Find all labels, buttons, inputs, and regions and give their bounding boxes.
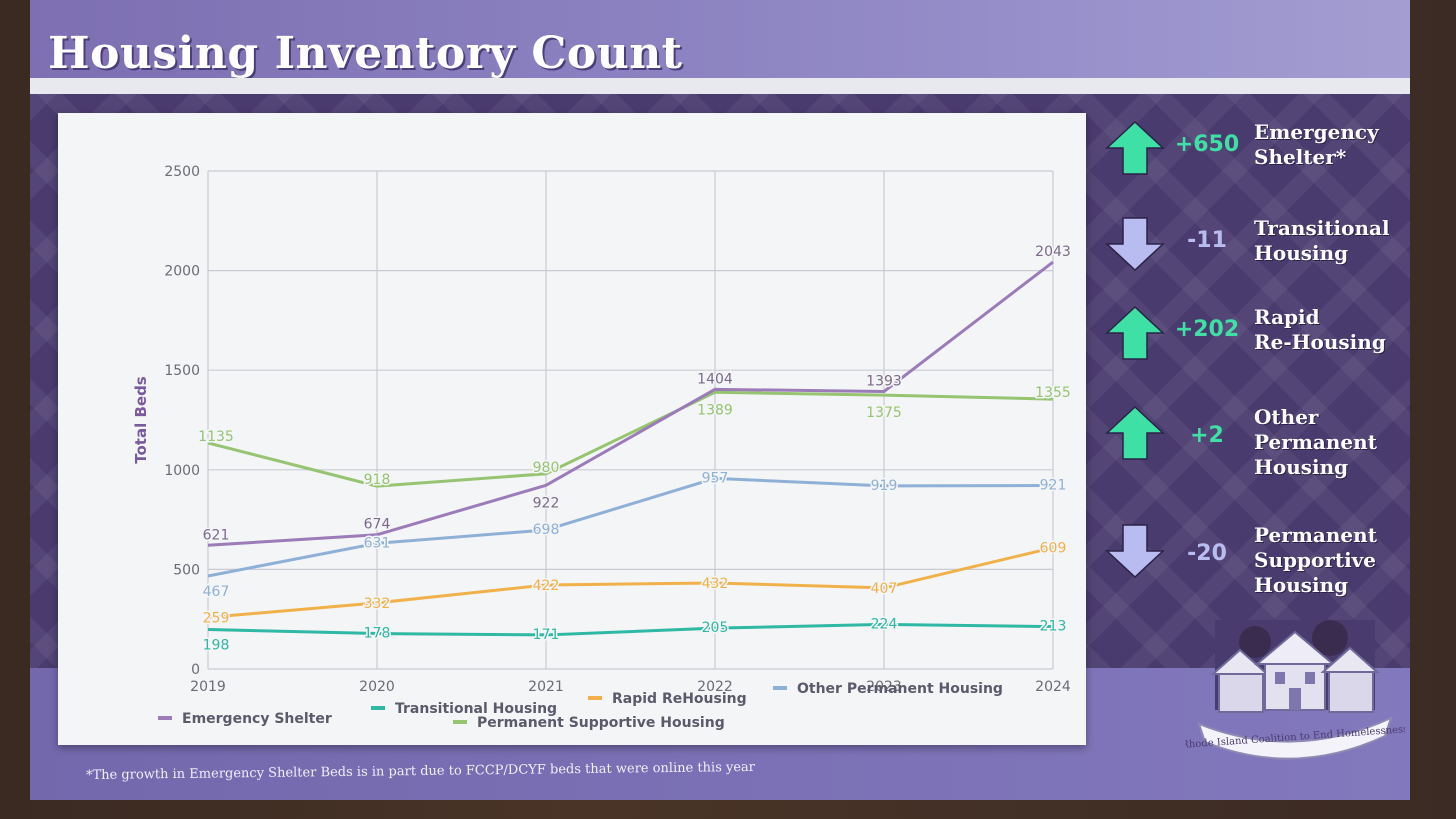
stat-item: +2 Other Permanent Housing xyxy=(1105,405,1405,485)
x-tick-label: 2022 xyxy=(697,679,733,695)
data-label: 921 xyxy=(1040,478,1067,494)
stat-change-value: +202 xyxy=(1174,317,1240,342)
data-label: 631 xyxy=(364,535,391,551)
data-label: 1375 xyxy=(866,405,902,421)
stat-label-line: Permanent xyxy=(1254,523,1377,547)
data-label: 674 xyxy=(364,517,391,533)
series-line xyxy=(207,476,1054,578)
chart-card: 0 500 1000 1500 2000 2500 2019 2020 2021 2022 2023… xyxy=(58,113,1086,745)
data-label: 621 xyxy=(203,527,230,543)
line-chart: 0 500 1000 1500 2000 2500 2019 2020 2021 2022 2023… xyxy=(132,164,1072,731)
stat-item: -11 Transitional Housing xyxy=(1105,216,1405,296)
x-tick-label: 2023 xyxy=(866,679,902,695)
arrow-up-icon xyxy=(1105,305,1165,360)
data-label: 1135 xyxy=(198,429,234,445)
data-label: 205 xyxy=(702,620,729,636)
y-tick-label: 0 xyxy=(191,662,200,678)
stat-label-line: Rapid xyxy=(1254,305,1320,329)
data-label: 919 xyxy=(871,478,898,494)
x-tick-label: 2019 xyxy=(190,679,226,695)
change-summary-panel: +650 Emergency Shelter* -11 Transitional Hous… xyxy=(1105,100,1405,660)
stat-category-label: Rapid Re-Housing xyxy=(1254,305,1404,355)
stat-change-value: -11 xyxy=(1187,228,1227,253)
data-label: 1393 xyxy=(866,374,902,390)
stat-category-label: Permanent Supportive Housing xyxy=(1254,523,1404,598)
data-label: 609 xyxy=(1040,541,1067,557)
data-label: 432 xyxy=(702,576,729,592)
stat-item: -20 Permanent Supportive Housing xyxy=(1105,523,1405,603)
x-tick-label: 2021 xyxy=(528,679,564,695)
stat-label-line: Shelter* xyxy=(1254,145,1347,169)
data-label: 1355 xyxy=(1035,385,1071,401)
data-label: 1404 xyxy=(697,371,733,387)
stat-item: +650 Emergency Shelter* xyxy=(1105,120,1405,200)
stat-label-line: Emergency xyxy=(1254,120,1379,144)
stat-category-label: Other Permanent Housing xyxy=(1254,405,1404,480)
series-line xyxy=(207,546,1054,619)
data-label: 980 xyxy=(533,460,560,476)
stat-label-line: Other xyxy=(1254,405,1319,429)
data-label: 224 xyxy=(871,616,898,632)
legend-entry: Transitional Housing xyxy=(395,701,557,717)
stat-label-line: Re-Housing xyxy=(1254,330,1386,354)
series-line xyxy=(207,390,1054,488)
legend-entry: Other Permanent Housing xyxy=(797,681,1003,697)
stat-item: +202 Rapid Re-Housing xyxy=(1105,305,1405,385)
stat-change-value: +650 xyxy=(1174,132,1240,157)
y-tick-label: 2000 xyxy=(164,264,200,280)
data-label: 922 xyxy=(533,495,560,511)
title-divider xyxy=(30,78,1410,94)
data-label: 698 xyxy=(533,522,560,538)
stat-label-line: Housing xyxy=(1254,241,1349,265)
data-label: 422 xyxy=(533,578,560,594)
arrow-up-icon xyxy=(1105,120,1165,175)
series-line xyxy=(207,260,1054,547)
x-tick-label: 2020 xyxy=(359,679,395,695)
data-label: 407 xyxy=(871,581,898,597)
legend-entry: Permanent Supportive Housing xyxy=(477,715,725,731)
data-label: 332 xyxy=(364,596,391,612)
arrow-down-icon xyxy=(1105,217,1165,272)
stat-label-line: Housing xyxy=(1254,573,1349,597)
data-label: 198 xyxy=(203,638,230,654)
data-label: 259 xyxy=(203,610,230,626)
data-label: 1389 xyxy=(697,402,733,418)
y-tick-label: 500 xyxy=(173,562,200,578)
data-label: 918 xyxy=(364,472,391,488)
data-label: 171 xyxy=(533,627,560,643)
stat-label-line: Permanent xyxy=(1254,430,1377,454)
coalition-logo: Rhode Island Coalition to End Homelessne… xyxy=(1181,612,1409,762)
presentation-slide: Housing Inventory Count *The growth in E… xyxy=(30,0,1410,800)
data-label: 957 xyxy=(702,470,729,486)
legend-entry: Rapid ReHousing xyxy=(612,691,747,707)
stat-label-line: Supportive xyxy=(1254,548,1377,572)
y-axis-label: Total Beds xyxy=(132,376,150,464)
stat-label-line: Transitional xyxy=(1254,216,1390,240)
arrow-up-icon xyxy=(1105,405,1165,460)
arrow-down-icon xyxy=(1105,524,1165,579)
data-label: 213 xyxy=(1040,619,1067,635)
legend-entry: Emergency Shelter xyxy=(182,711,332,727)
data-label: 178 xyxy=(364,626,391,642)
y-tick-label: 1000 xyxy=(164,463,200,479)
stat-category-label: Emergency Shelter* xyxy=(1254,120,1404,170)
series-line xyxy=(207,622,1054,637)
stat-label-line: Housing xyxy=(1254,455,1349,479)
x-tick-label: 2024 xyxy=(1035,679,1071,695)
data-label: 467 xyxy=(203,584,230,600)
y-tick-label: 2500 xyxy=(164,164,200,180)
stat-change-value: +2 xyxy=(1190,423,1224,448)
title-band: Housing Inventory Count xyxy=(30,0,1410,79)
slide-title: Housing Inventory Count xyxy=(48,28,683,79)
stat-category-label: Transitional Housing xyxy=(1254,216,1404,266)
data-label: 2043 xyxy=(1035,244,1071,260)
stat-change-value: -20 xyxy=(1187,541,1227,566)
y-tick-label: 1500 xyxy=(164,363,200,379)
